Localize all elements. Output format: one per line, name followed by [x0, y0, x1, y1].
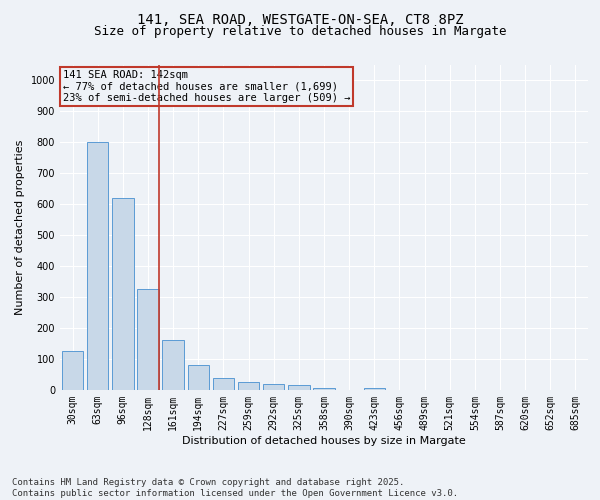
Text: Contains HM Land Registry data © Crown copyright and database right 2025.
Contai: Contains HM Land Registry data © Crown c… — [12, 478, 458, 498]
Bar — [313, 388, 335, 390]
Bar — [238, 382, 259, 390]
Bar — [263, 384, 284, 390]
Bar — [62, 352, 83, 390]
Text: Size of property relative to detached houses in Margate: Size of property relative to detached ho… — [94, 25, 506, 38]
Bar — [112, 198, 134, 390]
Bar — [163, 340, 184, 390]
Bar — [288, 386, 310, 390]
Bar — [188, 365, 209, 390]
Text: 141, SEA ROAD, WESTGATE-ON-SEA, CT8 8PZ: 141, SEA ROAD, WESTGATE-ON-SEA, CT8 8PZ — [137, 12, 463, 26]
Bar — [87, 142, 109, 390]
Bar — [137, 290, 158, 390]
Y-axis label: Number of detached properties: Number of detached properties — [15, 140, 25, 315]
Bar — [364, 388, 385, 390]
Bar — [213, 378, 234, 390]
X-axis label: Distribution of detached houses by size in Margate: Distribution of detached houses by size … — [182, 436, 466, 446]
Text: 141 SEA ROAD: 142sqm
← 77% of detached houses are smaller (1,699)
23% of semi-de: 141 SEA ROAD: 142sqm ← 77% of detached h… — [62, 70, 350, 103]
